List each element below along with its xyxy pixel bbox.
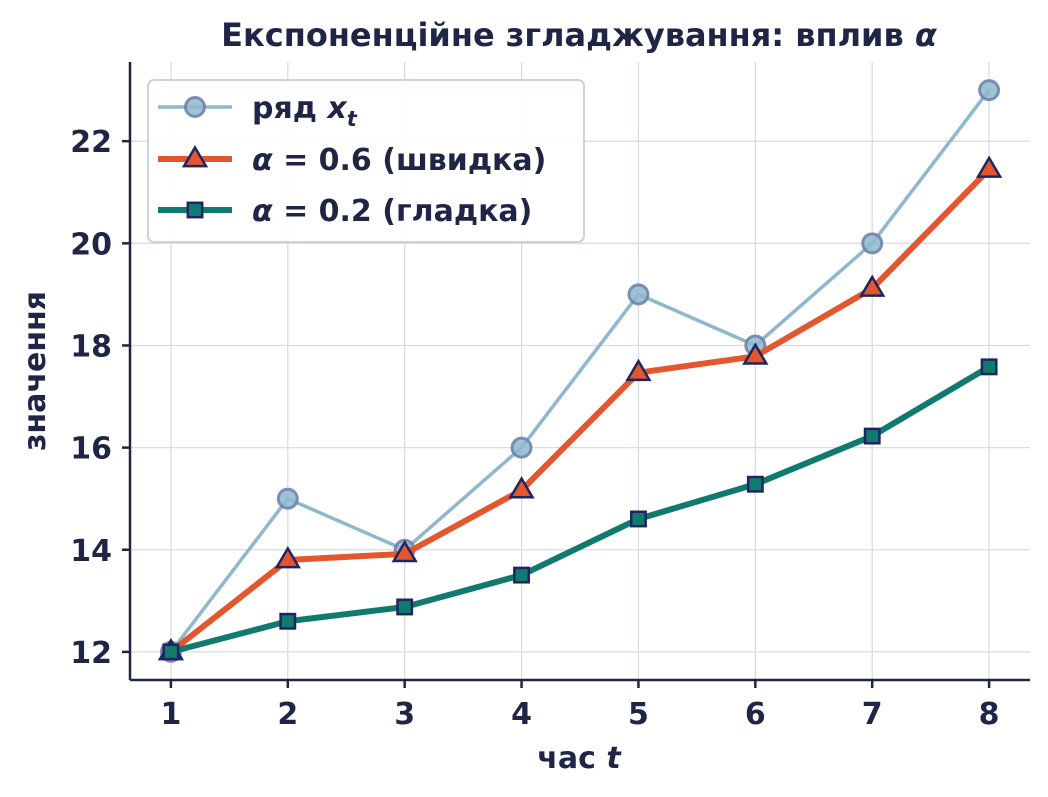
series-point <box>162 643 180 661</box>
series-point <box>276 487 299 510</box>
series-point <box>396 598 414 616</box>
y-tick-label: 14 <box>70 534 112 569</box>
x-axis-label-text: час <box>537 741 606 776</box>
y-tick-label: 18 <box>70 329 112 364</box>
series-point <box>391 539 418 563</box>
y-axis-label: значення <box>18 291 53 451</box>
y-tick-label: 12 <box>70 636 112 671</box>
x-tick-label: 4 <box>511 697 532 732</box>
legend-marker <box>184 96 206 118</box>
series-point <box>980 358 998 376</box>
legend-marker <box>186 201 204 219</box>
y-tick-label: 20 <box>70 227 112 262</box>
chart-title-text: Експоненційне згладжування: вплив <box>221 16 915 54</box>
series-point <box>510 436 533 459</box>
legend-entry-1: ряд xt <box>158 91 358 131</box>
legend-label: α = 0.2 (гладка) <box>252 194 532 229</box>
legend-label: α = 0.6 (швидка) <box>252 143 546 178</box>
series-1 <box>159 79 1001 663</box>
series-point <box>627 283 650 306</box>
x-tick-label: 8 <box>979 697 1000 732</box>
legend-entry-3: α = 0.2 (гладка) <box>158 194 532 229</box>
series-line <box>169 88 991 654</box>
series-point <box>625 358 652 382</box>
x-tick-label: 6 <box>745 697 766 732</box>
legend: ряд xt α = 0.6 (швидка) α = 0.2 (гладка) <box>147 79 585 243</box>
series-point <box>274 545 301 569</box>
y-tick-label: 16 <box>70 432 112 467</box>
series-point <box>513 566 531 584</box>
legend-entry-2: α = 0.6 (швидка) <box>158 143 546 178</box>
series-point <box>859 274 886 297</box>
series-3 <box>162 358 998 661</box>
series-point <box>629 510 647 528</box>
legend-label: ряд xt <box>252 91 358 131</box>
x-tick-label: 7 <box>862 697 883 732</box>
legend-marker <box>181 144 209 168</box>
series-point <box>508 476 535 499</box>
y-tick-label: 22 <box>70 125 112 160</box>
x-tick-label: 3 <box>394 697 415 732</box>
x-axis-label: час t <box>537 741 622 776</box>
x-tick-label: 5 <box>628 697 649 732</box>
series-layer <box>157 79 1003 663</box>
chart-title: Експоненційне згладжування: вплив α <box>221 16 938 54</box>
x-tick-label: 1 <box>160 697 181 732</box>
series-point <box>975 155 1003 178</box>
x-axis-label-var: t <box>606 741 622 776</box>
series-point <box>861 232 884 255</box>
series-point <box>742 342 769 365</box>
chart-title-alpha: α <box>915 16 938 54</box>
x-tick-label: 2 <box>277 697 298 732</box>
series-point <box>863 427 881 445</box>
series-point <box>279 612 297 630</box>
series-point <box>746 475 764 493</box>
series-line <box>167 166 993 655</box>
legend-box <box>147 79 585 243</box>
series-line <box>167 363 993 655</box>
series-point <box>978 79 1001 102</box>
